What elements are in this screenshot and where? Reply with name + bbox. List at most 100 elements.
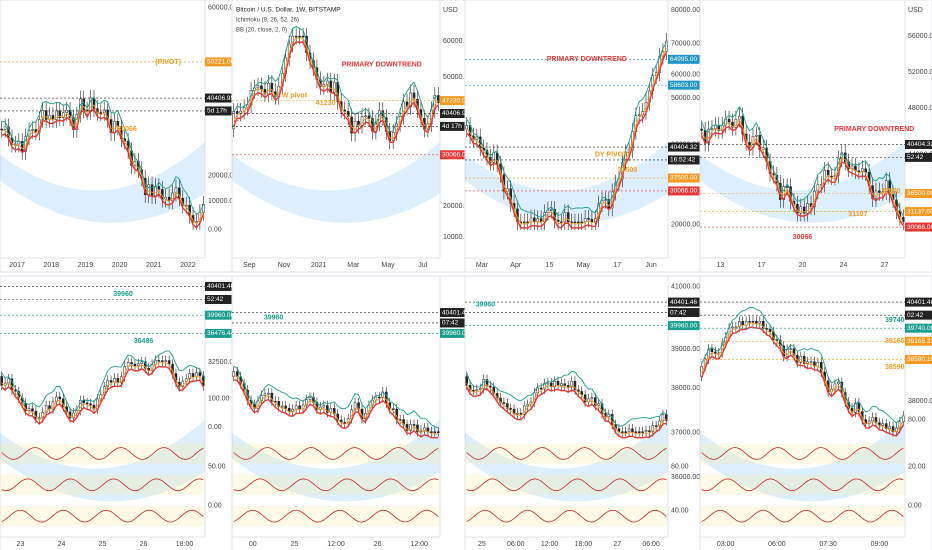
ma-line — [1, 362, 204, 421]
candle-body — [270, 392, 274, 402]
candle-body — [830, 175, 833, 178]
x-tick-label: 12:00 — [327, 541, 345, 548]
price-label: 40404.32 — [670, 144, 697, 151]
candle-body — [621, 431, 624, 433]
candle-body — [298, 405, 301, 410]
annotation: 30066 — [117, 126, 137, 133]
candle-body — [143, 361, 147, 369]
ma-line — [466, 42, 667, 218]
candle-body — [89, 403, 92, 406]
candle-body — [627, 428, 631, 432]
candle-body — [785, 186, 789, 188]
x-tick-label: Apr — [510, 262, 522, 269]
candle-body — [857, 170, 861, 172]
cloud — [232, 141, 440, 223]
x-tick-label: 00 — [249, 541, 257, 548]
price-label-bg — [440, 318, 465, 328]
oscillator-band — [232, 443, 440, 464]
candle-body — [326, 405, 329, 413]
y-tick-label: 52000.00 — [908, 69, 932, 76]
candle-body — [509, 408, 512, 410]
y-tick-label: 38000.00 — [671, 385, 700, 392]
x-tick-label: Jul — [418, 262, 427, 269]
oscillator-line — [466, 447, 667, 460]
price-label-bg — [205, 294, 232, 304]
candle-body — [714, 351, 717, 354]
price-label: 30066.00 — [670, 188, 697, 195]
candle-body — [55, 110, 58, 120]
candle-body — [816, 362, 820, 367]
candle-body — [792, 348, 796, 356]
y-tick-label: 10000.00 — [443, 234, 472, 241]
candle-body — [857, 402, 861, 412]
ma-line — [233, 375, 439, 435]
candle-body — [563, 212, 567, 223]
candle-body — [785, 348, 789, 357]
candle-body — [566, 385, 570, 388]
candle-body — [284, 405, 288, 409]
candle-body — [765, 328, 768, 330]
y-tick-label: 80.00 — [908, 416, 926, 423]
chart-panel: 00 25 12:00 26 12:00 40401.46 07:42 39960.00 399… — [231, 275, 469, 550]
candle-body — [526, 404, 529, 407]
candle-body — [291, 408, 294, 412]
candle-body — [267, 82, 270, 95]
candle-body — [553, 380, 556, 388]
candle-body — [360, 116, 364, 126]
y-tick-label: 60000.00 — [671, 72, 700, 79]
price-label-bg — [205, 106, 232, 116]
y-tick-label: 0.00 — [208, 503, 222, 510]
candle-body — [758, 321, 762, 324]
candle-body — [109, 380, 113, 383]
x-tick-label: 2022 — [180, 262, 196, 269]
ma-line — [233, 25, 439, 133]
x-tick-label: 06:00 — [507, 541, 525, 548]
x-tick-label: 18:00 — [575, 541, 593, 548]
annotation: 41230 — [316, 100, 336, 107]
price-label: 40404.32 — [907, 141, 932, 148]
price-label-bg — [905, 222, 932, 232]
x-tick-label: 24 — [58, 541, 66, 548]
ma-line — [701, 105, 904, 217]
y-tick-label: 0.00 — [908, 503, 922, 510]
candle-body — [573, 381, 577, 391]
oscillator-line — [1, 447, 204, 460]
candle-body — [267, 392, 270, 395]
chart-panel: USD56000.0052000.0048000.0044000.0013172… — [699, 0, 932, 273]
cloud — [232, 419, 440, 502]
candle-body — [539, 387, 543, 390]
candle-body — [755, 321, 758, 324]
candle-body — [412, 92, 416, 100]
cloud — [700, 419, 905, 502]
candle-body — [164, 196, 167, 200]
candle-body — [806, 361, 809, 364]
candle-body — [789, 348, 792, 350]
candle-body — [161, 360, 164, 362]
y-tick-label: 37000.00 — [671, 429, 700, 436]
candle-body — [590, 219, 594, 223]
candle-body — [861, 168, 864, 172]
candle-body — [239, 110, 242, 114]
price-label-bg — [905, 336, 932, 346]
x-tick-label: 27 — [881, 262, 889, 269]
price-label: 40406.95 — [442, 110, 469, 117]
ma-line — [1, 104, 204, 225]
candle-body — [536, 218, 540, 223]
candle-body — [31, 408, 34, 412]
candle-body — [416, 424, 419, 432]
price-label: 39960.00 — [442, 330, 469, 337]
price-label: 37500.00 — [670, 175, 697, 182]
candle-body — [430, 431, 433, 433]
annotation: 39960 — [476, 302, 496, 309]
candle-body — [475, 389, 479, 391]
x-tick-label: 15 — [546, 262, 554, 269]
y-tick-label: USD — [443, 7, 458, 14]
y-tick-label: 41000.00 — [671, 283, 700, 290]
ma-line — [466, 370, 667, 427]
ma-line — [233, 365, 439, 429]
candle-body — [14, 143, 17, 146]
candle-body — [260, 85, 263, 90]
candle-body — [472, 389, 475, 392]
annotation: 39960 — [264, 315, 284, 322]
price-label-bg — [205, 57, 232, 67]
